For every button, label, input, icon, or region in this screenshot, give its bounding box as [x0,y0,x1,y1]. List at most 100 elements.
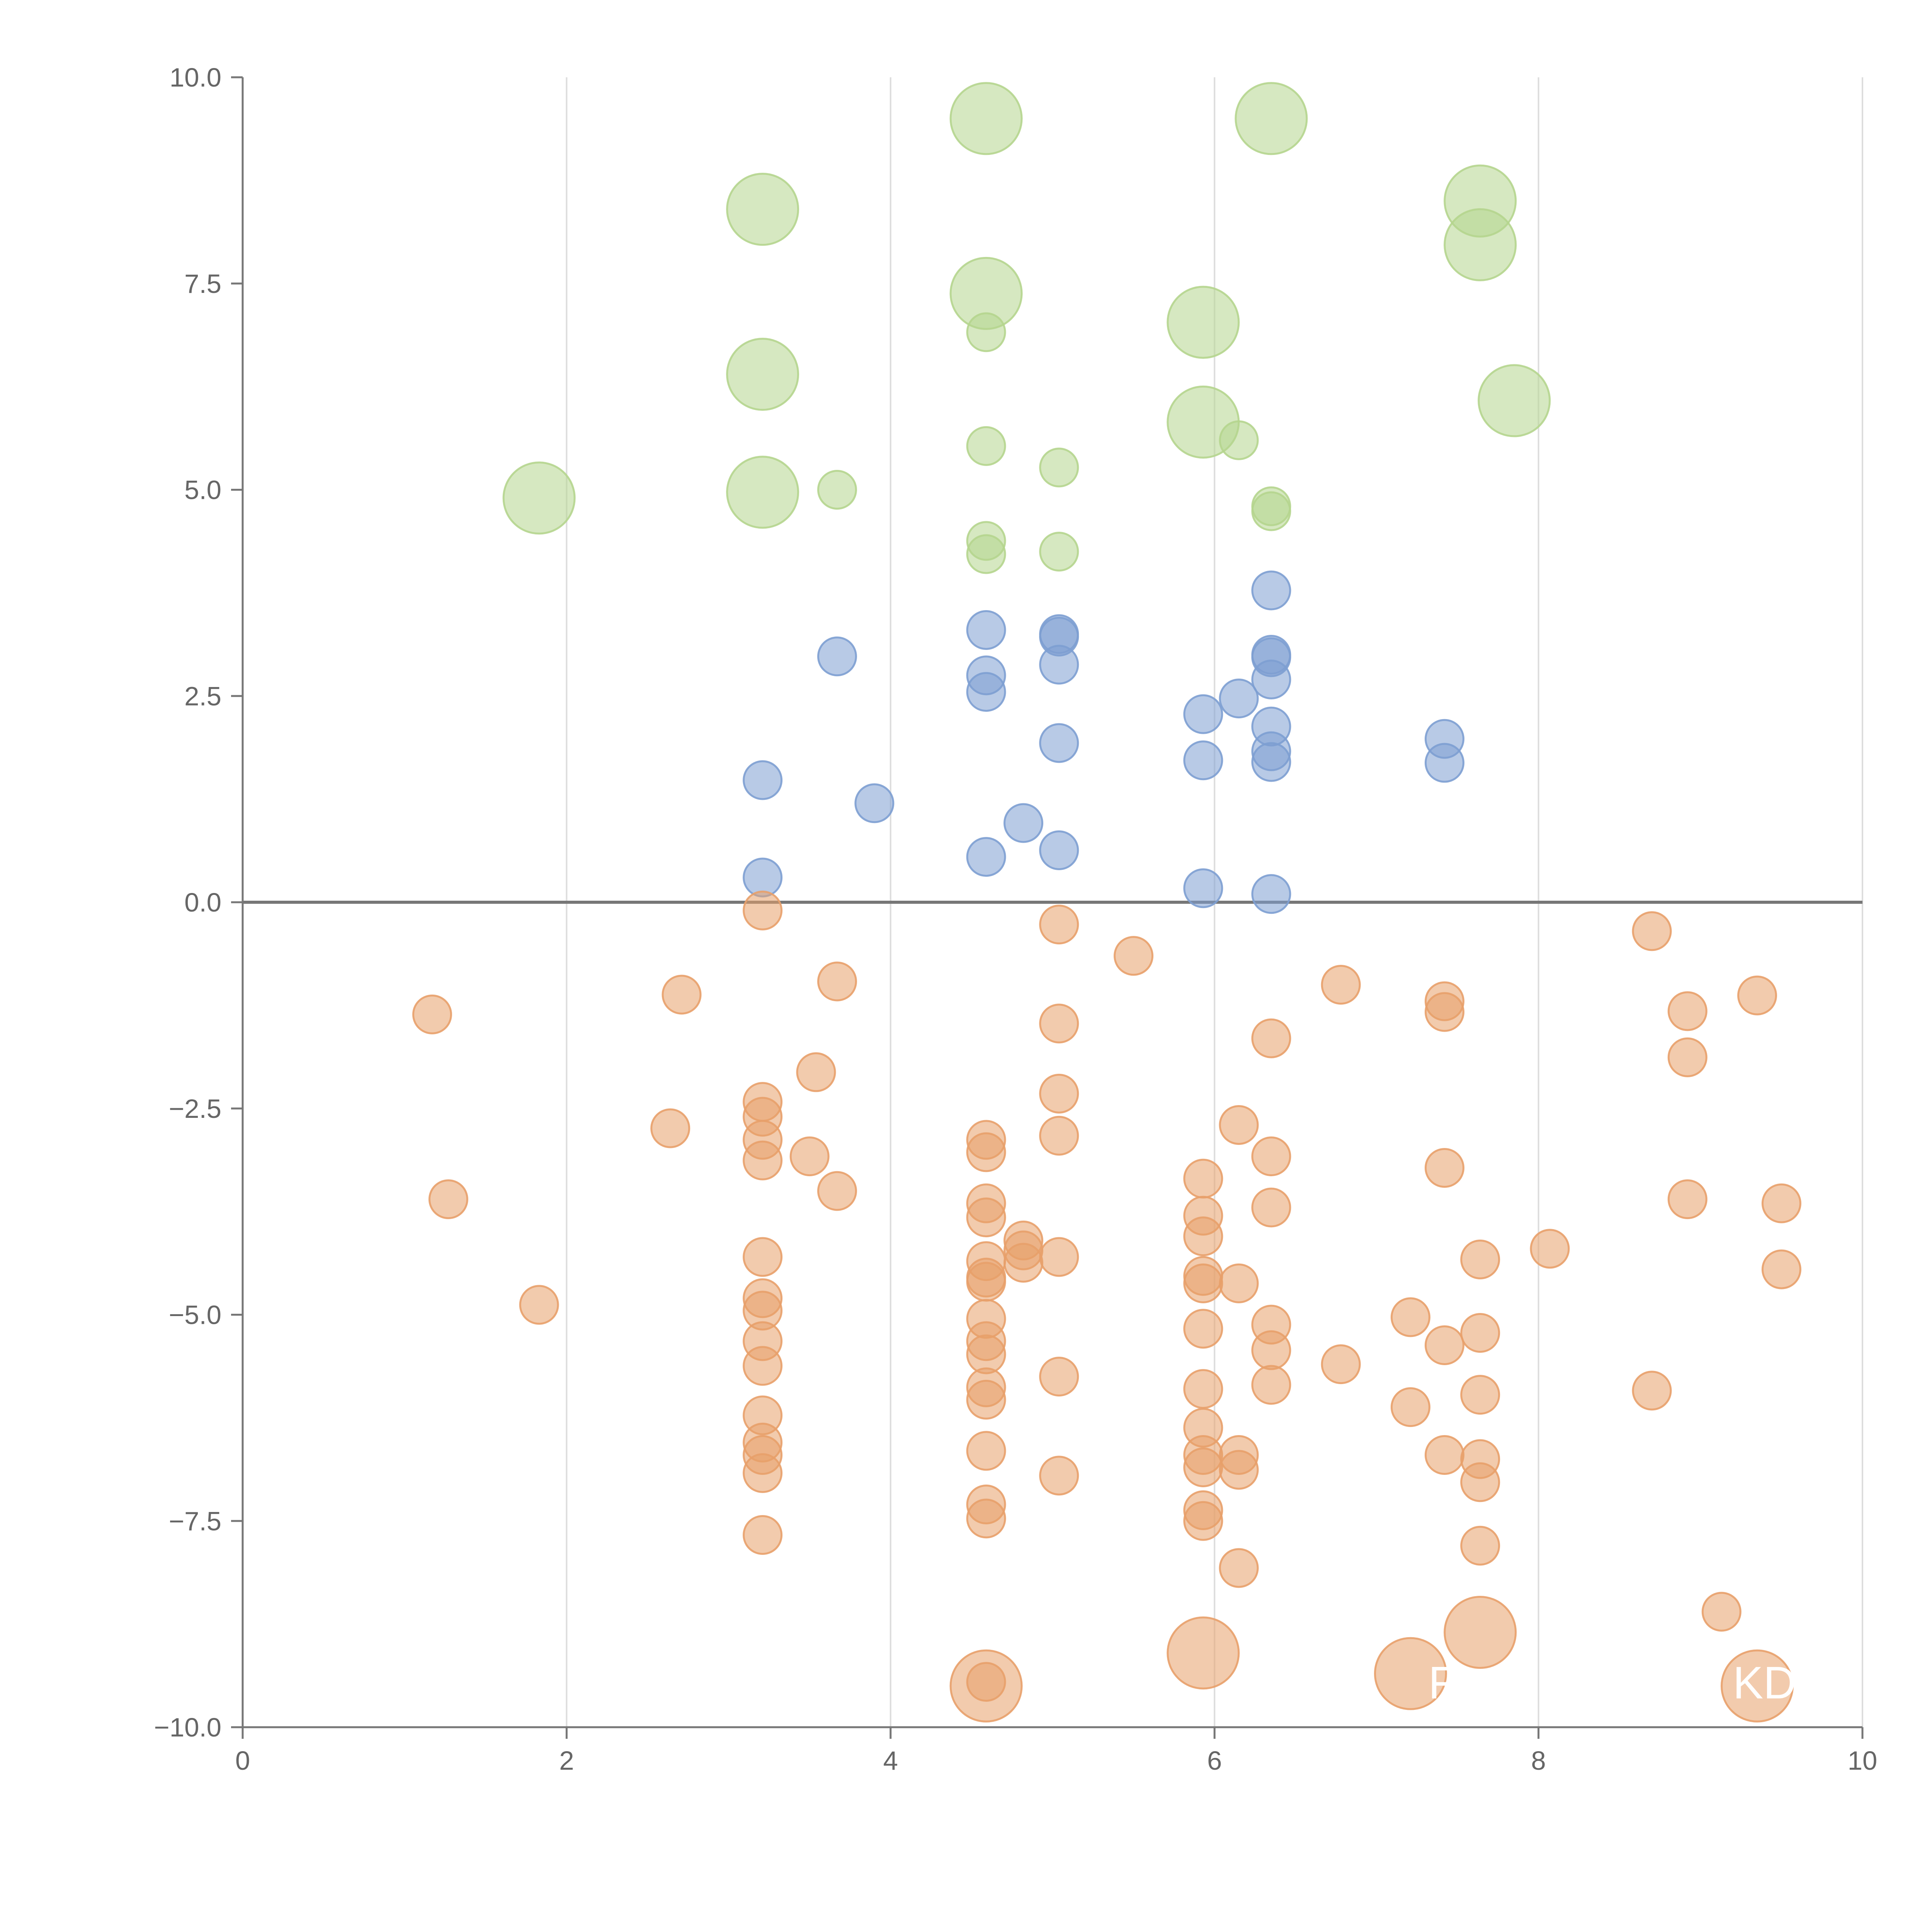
data-point [966,1662,1006,1702]
data-point [966,1498,1006,1539]
y-tick-label: 2.5 [184,681,221,711]
data-point [966,312,1006,352]
data-point [650,1108,690,1148]
data-point [743,890,783,930]
y-tick-label: −7.5 [169,1506,221,1536]
data-point [817,961,857,1002]
data-point [1321,1344,1361,1384]
data-point [1167,1616,1240,1690]
data-point [1183,1263,1223,1303]
data-point [1460,1462,1500,1502]
data-point [1251,491,1291,531]
data-point [1460,1313,1500,1353]
labels-layer: F KD [1429,1657,1796,1708]
data-point [1039,905,1079,945]
data-point [796,1052,836,1092]
data-point [1039,532,1079,572]
data-point [854,783,895,823]
data-point [1667,991,1708,1031]
data-point [817,636,857,677]
data-point [1460,1239,1500,1279]
data-point [966,1132,1006,1172]
data-point [1039,1003,1079,1044]
data-point [1039,723,1079,763]
data-point [1251,1187,1291,1228]
y-tick-label: 5.0 [184,475,221,505]
data-point [1039,830,1079,870]
data-point [1390,1387,1430,1427]
data-point [743,760,783,800]
data-point [1251,874,1291,914]
x-tick-label: 8 [1531,1746,1546,1776]
data-point [1632,1371,1672,1411]
data-point [1460,1375,1500,1415]
data-point [1424,992,1464,1032]
point-label: KD [1733,1657,1796,1708]
data-point [1219,1548,1259,1588]
data-point [1478,364,1551,437]
x-tick-label: 0 [235,1746,250,1776]
data-point [1039,1456,1079,1496]
data-point [1667,1037,1708,1077]
data-point [743,1237,783,1277]
data-point [1183,740,1223,781]
data-point [743,1140,783,1180]
data-point [428,1179,468,1219]
y-tick-label: −10.0 [154,1713,221,1742]
data-point [1183,1158,1223,1199]
data-point [1460,1526,1500,1566]
data-point [1167,286,1240,359]
data-point [966,426,1006,466]
data-point [743,1453,783,1493]
data-point [1039,1237,1079,1277]
data-point [1424,1325,1464,1365]
data-point [966,534,1006,574]
data-point [1251,1018,1291,1058]
data-point [1039,447,1079,488]
data-point [966,1379,1006,1420]
data-point [743,1346,783,1386]
data-point [1183,1447,1223,1487]
data-point [1632,911,1672,951]
data-point [1003,1243,1044,1283]
data-point [1183,1369,1223,1409]
data-point [743,1515,783,1555]
data-point [1667,1179,1708,1219]
data-point [1003,803,1044,843]
data-point [1219,1105,1259,1145]
data-point [1761,1183,1801,1223]
data-point [1321,965,1361,1005]
data-point [1219,679,1259,719]
data-point [1039,1357,1079,1397]
data-point [1737,975,1777,1015]
data-point [1424,1148,1464,1188]
data-point [1761,1249,1801,1289]
data-point [966,672,1006,712]
y-tick-label: 10.0 [170,63,221,92]
data-point [1039,1073,1079,1114]
data-point [519,1285,559,1325]
data-point [966,1431,1006,1471]
data-point [1251,1330,1291,1370]
x-tick-label: 2 [559,1746,574,1776]
data-point [789,1136,830,1177]
data-point [966,610,1006,650]
x-tick-label: 6 [1207,1746,1222,1776]
points-layer [412,82,1801,1723]
data-point [1219,1263,1259,1303]
data-point [502,461,576,535]
y-tick-label: 0.0 [184,888,221,917]
x-tick-label: 4 [883,1746,898,1776]
data-point [1444,1595,1517,1669]
point-label: F [1429,1657,1456,1708]
data-point [1701,1592,1742,1632]
data-point [412,994,452,1034]
axes-layer: 0 2 4 6 8 10 10.0 7.5 5.0 2.5 0.0 −2.5 −5.0 −7.5 −10.0 [154,63,1877,1776]
data-point [1219,1450,1259,1490]
data-point [1039,645,1079,685]
y-tick-label: −5.0 [169,1300,221,1330]
data-point [1251,1136,1291,1177]
data-point [966,837,1006,877]
data-point [1183,1309,1223,1349]
